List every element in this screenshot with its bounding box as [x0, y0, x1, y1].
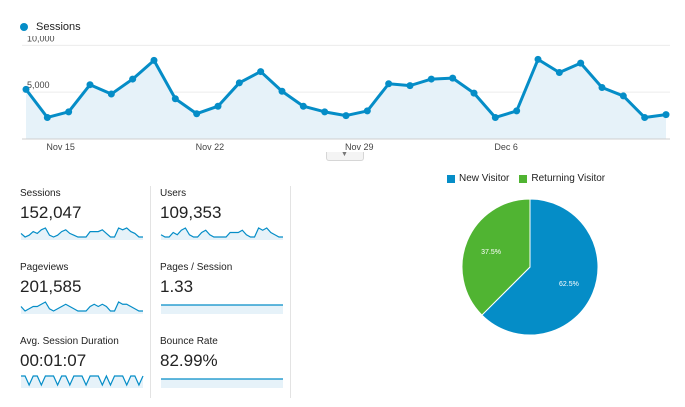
new-visitor-swatch — [447, 174, 455, 183]
data-point[interactable] — [363, 107, 371, 115]
sparkline-line — [20, 227, 143, 238]
data-point[interactable] — [385, 80, 393, 88]
pie-legend: New Visitor Returning Visitor — [447, 173, 605, 184]
visitor-type-pie-chart[interactable]: 62.5% 37.5% — [455, 192, 605, 342]
metric-label: Pages / Session — [160, 262, 233, 273]
metric-value: 00:01:07 — [20, 351, 87, 370]
metric-value: 1.33 — [160, 277, 194, 296]
sessions-legend[interactable]: Sessions — [20, 21, 81, 33]
data-point[interactable] — [513, 107, 521, 115]
y-tick-label: 10,000 — [27, 36, 55, 43]
metric-column-divider — [150, 186, 151, 398]
metric-pages-per-session[interactable]: Pages / Session 1.33 — [160, 262, 286, 320]
data-point[interactable] — [427, 75, 435, 83]
x-tick-label: Nov 15 — [46, 142, 75, 152]
metric-label: Bounce Rate — [160, 336, 218, 347]
data-point[interactable] — [86, 81, 94, 89]
metric-pageviews[interactable]: Pageviews 201,585 — [20, 262, 146, 320]
sparkline-area — [161, 305, 283, 314]
data-point[interactable] — [214, 102, 222, 110]
pie-slice-label: 37.5% — [481, 249, 501, 256]
data-point[interactable] — [171, 95, 179, 103]
data-point[interactable] — [193, 110, 201, 118]
data-point[interactable] — [449, 74, 457, 82]
data-point[interactable] — [150, 56, 158, 64]
data-point[interactable] — [278, 87, 286, 95]
x-tick-label: Nov 22 — [196, 142, 225, 152]
pie-slice-returning-visitor[interactable] — [461, 198, 531, 316]
pie-slice-new-visitor[interactable] — [481, 198, 599, 336]
metric-users[interactable]: Users 109,353 — [160, 188, 286, 246]
metric-value: 109,353 — [160, 203, 222, 222]
metric-sessions[interactable]: Sessions 152,047 — [20, 188, 146, 246]
metric-avg-session-duration[interactable]: Avg. Session Duration 00:01:07 — [20, 336, 146, 394]
pie-slice-label: 62.5% — [559, 281, 579, 288]
data-point[interactable] — [65, 108, 73, 116]
metric-label: Sessions — [20, 188, 61, 199]
data-point[interactable] — [641, 113, 649, 121]
pie-legend-returning-visitor[interactable]: Returning Visitor — [531, 173, 606, 184]
x-tick-label: Dec 6 — [494, 142, 518, 152]
sessions-legend-dot — [20, 23, 28, 31]
sparkline-line — [160, 227, 283, 238]
sessions-area — [26, 59, 666, 139]
sparkline-area — [21, 376, 143, 388]
data-point[interactable] — [577, 59, 585, 67]
sparkline-area — [161, 379, 283, 388]
users-sparkline — [160, 227, 283, 240]
metric-label: Avg. Session Duration — [20, 336, 119, 347]
data-point[interactable] — [342, 112, 350, 120]
data-point[interactable] — [406, 82, 414, 90]
sessions-line-chart[interactable]: 10,000 5,000 Nov 15 Nov 22 Nov 29 Dec 6 — [0, 36, 685, 154]
data-point[interactable] — [107, 90, 115, 98]
sparkline-area — [21, 228, 143, 240]
chart-collapse-handle[interactable]: ▼ — [326, 151, 364, 161]
pages-per-session-sparkline — [161, 304, 283, 314]
returning-visitor-swatch — [519, 174, 528, 183]
metric-value: 152,047 — [20, 203, 82, 222]
data-point[interactable] — [257, 68, 265, 76]
metric-label: Users — [160, 188, 187, 199]
y-tick-label: 5,000 — [27, 80, 50, 90]
bounce-rate-sparkline — [161, 378, 283, 388]
data-point[interactable] — [299, 102, 307, 110]
data-point[interactable] — [534, 55, 542, 63]
data-point[interactable] — [598, 84, 606, 91]
data-point[interactable] — [321, 108, 329, 116]
data-point[interactable] — [22, 85, 30, 93]
pageviews-sparkline — [20, 301, 143, 314]
sessions-sparkline — [20, 227, 143, 240]
sparkline-line — [21, 374, 144, 387]
metric-value: 82.99% — [160, 351, 218, 370]
data-point[interactable] — [491, 113, 499, 121]
sparkline-line — [20, 301, 143, 312]
data-point[interactable] — [662, 111, 670, 119]
data-point[interactable] — [129, 75, 137, 83]
chevron-down-icon: ▼ — [341, 151, 348, 158]
data-point[interactable] — [43, 113, 51, 121]
avg-session-duration-sparkline — [21, 374, 144, 388]
metric-bounce-rate[interactable]: Bounce Rate 82.99% — [160, 336, 286, 394]
sessions-legend-label: Sessions — [36, 21, 81, 33]
metric-label: Pageviews — [20, 262, 69, 273]
metric-value: 201,585 — [20, 277, 82, 296]
data-point[interactable] — [555, 69, 563, 77]
x-tick-label: Nov 29 — [345, 142, 374, 152]
data-point[interactable] — [235, 79, 243, 87]
data-point[interactable] — [619, 92, 627, 100]
data-point[interactable] — [470, 89, 478, 97]
metric-column-divider — [290, 186, 291, 398]
pie-legend-new-visitor[interactable]: New Visitor — [459, 173, 510, 184]
